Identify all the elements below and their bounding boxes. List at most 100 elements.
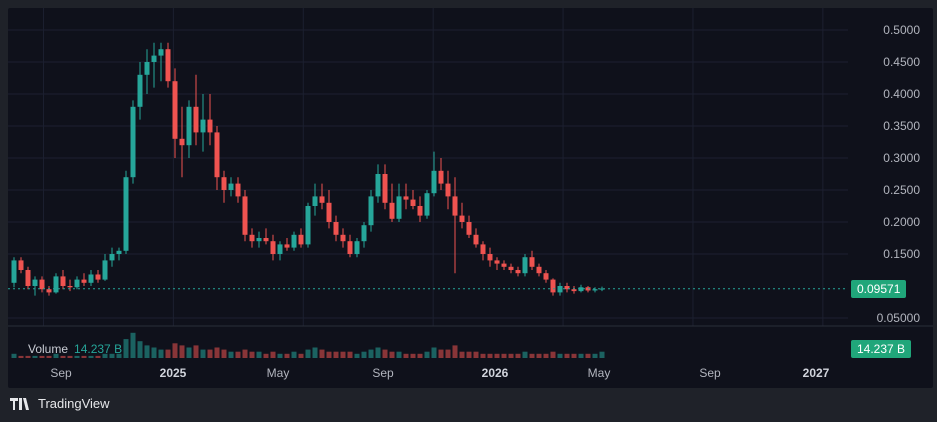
candle-body: [228, 183, 234, 190]
volume-bar: [214, 347, 220, 358]
candle-body: [221, 177, 227, 190]
volume-bar: [221, 349, 227, 358]
volume-bar: [382, 349, 388, 358]
candle: [39, 276, 45, 293]
candle-body: [74, 279, 80, 288]
volume-bar: [515, 353, 521, 358]
candle-body: [193, 106, 199, 133]
candle: [200, 94, 206, 152]
candle-body: [340, 234, 346, 242]
volume-bars: [11, 332, 605, 358]
volume-bar: [410, 353, 416, 358]
candle-body: [39, 279, 45, 290]
volume-bar: [487, 353, 493, 358]
candle: [487, 247, 493, 267]
candle: [375, 164, 381, 203]
candle-body: [172, 81, 178, 139]
price-axis[interactable]: 0.5000 0.4500 0.4000 0.3500 0.3000 0.2500 0.20…: [877, 23, 921, 325]
candle-body: [277, 244, 283, 254]
time-tick-label: 2026: [482, 366, 509, 380]
candle-body: [88, 274, 94, 283]
volume-bar: [578, 353, 584, 358]
time-tick-label: Sep: [699, 366, 721, 380]
time-tick-label: May: [588, 366, 611, 380]
candle: [270, 234, 276, 261]
candle-body: [361, 225, 367, 242]
chart-panel[interactable]: 0.5000 0.4500 0.4000 0.3500 0.3000 0.2500 0.20…: [8, 8, 933, 388]
volume-legend: Volume 14.237 B: [28, 342, 122, 356]
candle-body: [459, 215, 465, 222]
candle-body: [67, 286, 73, 288]
volume-bar: [11, 353, 17, 358]
candle-body: [333, 222, 339, 235]
grid: [8, 8, 848, 326]
candle: [508, 263, 514, 274]
candle-body: [151, 55, 157, 62]
candle-body: [382, 174, 388, 203]
candle-body: [438, 170, 444, 184]
candle: [207, 94, 213, 146]
candle: [452, 177, 458, 274]
candle: [242, 190, 248, 242]
volume-bar: [375, 347, 381, 358]
volume-bar: [305, 349, 311, 358]
volume-bar: [193, 345, 199, 358]
volume-bar: [333, 351, 339, 358]
candle-body: [249, 234, 255, 242]
volume-bar: [242, 349, 248, 358]
candle-body: [25, 270, 31, 286]
volume-bar: [291, 351, 297, 358]
volume-bar: [459, 351, 465, 358]
candle: [249, 228, 255, 248]
volume-bar: [74, 355, 80, 358]
candle: [333, 215, 339, 242]
candle: [18, 257, 24, 274]
volume-bar: [529, 353, 535, 358]
volume-bar: [60, 355, 66, 358]
candle-body: [578, 287, 584, 292]
candle: [564, 282, 570, 293]
candle-body: [319, 196, 325, 203]
volume-bar: [480, 353, 486, 358]
chart-canvas[interactable]: 0.5000 0.4500 0.4000 0.3500 0.3000 0.2500 0.20…: [8, 8, 933, 388]
time-axis[interactable]: Sep 2025 May Sep 2026 May Sep 2027: [50, 366, 829, 380]
candle-body: [452, 196, 458, 216]
volume-bar: [326, 351, 332, 358]
candle: [536, 263, 542, 277]
volume-bar: [361, 351, 367, 358]
candle-body: [550, 279, 556, 293]
volume-bar: [67, 355, 73, 358]
candle-body: [410, 199, 416, 206]
volume-bar: [116, 353, 122, 358]
volume-bar: [25, 355, 31, 358]
volume-bar: [417, 353, 423, 358]
price-tick-label: 0.2500: [883, 183, 920, 197]
time-tick-label: May: [267, 366, 290, 380]
time-tick-label: Sep: [372, 366, 394, 380]
volume-bar: [592, 353, 598, 358]
candle: [326, 190, 332, 229]
candle: [46, 286, 52, 296]
volume-bar: [368, 349, 374, 358]
volume-bar: [522, 351, 528, 358]
volume-bar: [172, 343, 178, 358]
candle: [179, 106, 185, 178]
candle: [354, 238, 360, 258]
volume-bar: [102, 353, 108, 358]
current-volume-badge: 14.237 B: [851, 340, 912, 358]
candle-body: [529, 257, 535, 267]
time-tick-label: Sep: [50, 366, 72, 380]
volume-label: Volume: [28, 342, 69, 356]
volume-bar: [39, 355, 45, 358]
candle: [340, 228, 346, 248]
candle: [235, 177, 241, 203]
candle: [410, 190, 416, 210]
candle-body: [368, 196, 374, 226]
tradingview-footer[interactable]: TradingView: [10, 396, 110, 411]
volume-bar: [438, 349, 444, 358]
candle-body: [242, 196, 248, 235]
volume-bar: [403, 353, 409, 358]
candle: [473, 228, 479, 248]
volume-bar: [270, 351, 276, 358]
candle: [312, 183, 318, 216]
